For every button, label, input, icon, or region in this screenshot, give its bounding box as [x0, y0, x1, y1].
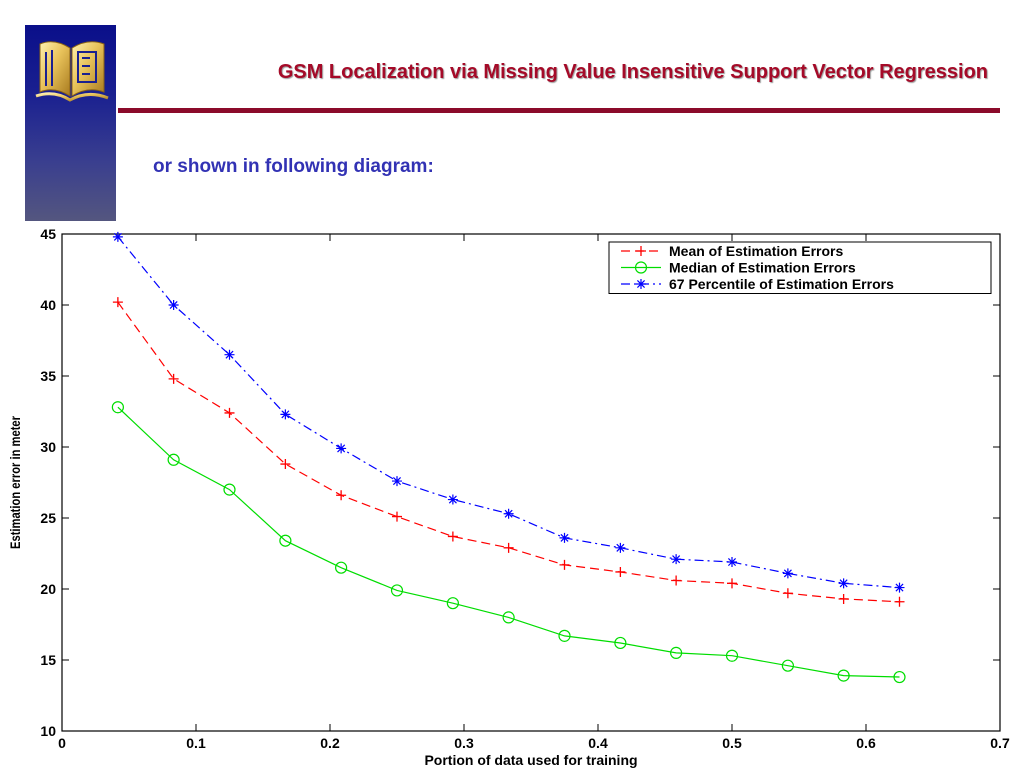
- series-asterisk: [112, 231, 905, 593]
- data-point-marker: [614, 636, 627, 650]
- y-tick-label: 35: [40, 368, 56, 384]
- x-tick-label: 0.2: [320, 735, 340, 751]
- data-point-marker: [727, 557, 737, 568]
- data-point-marker: [503, 508, 514, 519]
- data-point-marker: [392, 476, 402, 487]
- data-point-marker: [634, 261, 648, 274]
- x-tick-label: 0.4: [588, 735, 608, 751]
- data-point-marker: [279, 534, 292, 547]
- series-plus: [112, 297, 905, 607]
- x-tick-label: 0.7: [990, 735, 1010, 751]
- data-point-marker: [336, 443, 347, 454]
- data-point-marker: [503, 542, 514, 553]
- data-point-marker: [837, 669, 850, 682]
- data-point-marker: [559, 559, 570, 570]
- data-point-marker: [838, 578, 849, 589]
- book-emblem-icon: [35, 41, 109, 102]
- data-point-marker: [671, 575, 682, 586]
- y-tick-label: 30: [40, 439, 56, 455]
- data-point-marker: [168, 300, 179, 310]
- data-point-marker: [894, 596, 905, 607]
- series-line: [117, 236, 900, 589]
- x-tick-label: 0.1: [186, 735, 206, 751]
- legend-entry: 67 Percentile of Estimation Errors: [669, 276, 894, 292]
- data-point-marker: [224, 349, 235, 360]
- plot-frame: [61, 233, 1001, 732]
- series-line: [117, 301, 900, 603]
- data-point-marker: [636, 279, 646, 289]
- x-tick-label: 0.6: [856, 735, 876, 751]
- data-point-marker: [168, 373, 179, 384]
- data-point-marker: [446, 597, 459, 610]
- data-point-marker: [636, 246, 646, 256]
- data-point-marker: [782, 568, 793, 579]
- data-point-marker: [670, 646, 683, 660]
- data-point-marker: [280, 409, 291, 420]
- data-point-marker: [392, 511, 402, 522]
- y-tick-label: 10: [40, 723, 56, 739]
- title-divider: [118, 108, 1000, 113]
- data-point-marker: [280, 459, 291, 470]
- data-point-marker: [615, 542, 626, 553]
- series-circle: [111, 401, 906, 684]
- data-point-marker: [727, 578, 737, 589]
- data-point-marker: [894, 582, 905, 593]
- slide-title: GSM Localization via Missing Value Insen…: [277, 61, 988, 83]
- slide-subtitle: or shown in following diagram:: [153, 156, 434, 177]
- y-tick-label: 15: [40, 652, 56, 668]
- x-tick-label: 0.5: [722, 735, 742, 751]
- y-tick-label: 20: [40, 581, 56, 597]
- y-axis-label: Estimation error in meter: [8, 416, 23, 549]
- data-point-marker: [559, 532, 570, 543]
- data-point-marker: [335, 561, 348, 574]
- data-point-marker: [390, 584, 404, 597]
- legend-box: [608, 241, 992, 294]
- legend-entry: Mean of Estimation Errors: [669, 243, 843, 259]
- data-point-marker: [167, 453, 180, 466]
- data-point-marker: [558, 629, 571, 642]
- data-point-marker: [112, 297, 123, 308]
- data-point-marker: [893, 670, 906, 684]
- data-point-marker: [671, 554, 682, 565]
- data-point-marker: [224, 407, 235, 418]
- data-point-marker: [782, 588, 793, 599]
- data-point-marker: [112, 231, 123, 242]
- y-tick-label: 40: [40, 297, 56, 313]
- x-tick-label: 0: [58, 735, 66, 751]
- data-point-marker: [223, 483, 236, 496]
- y-tick-label: 25: [40, 510, 56, 526]
- y-tick-label: 45: [40, 226, 56, 242]
- series-line: [117, 406, 900, 678]
- data-point-marker: [781, 659, 794, 672]
- legend-entry: Median of Estimation Errors: [669, 260, 856, 276]
- data-point-marker: [725, 649, 739, 662]
- data-point-marker: [447, 494, 458, 505]
- data-point-marker: [336, 490, 347, 501]
- data-point-marker: [615, 566, 626, 577]
- data-point-marker: [838, 593, 849, 604]
- data-point-marker: [502, 611, 515, 624]
- data-point-marker: [111, 401, 124, 414]
- x-tick-label: 0.3: [454, 735, 474, 751]
- data-point-marker: [447, 531, 458, 542]
- x-axis-label: Portion of data used for training: [424, 752, 637, 768]
